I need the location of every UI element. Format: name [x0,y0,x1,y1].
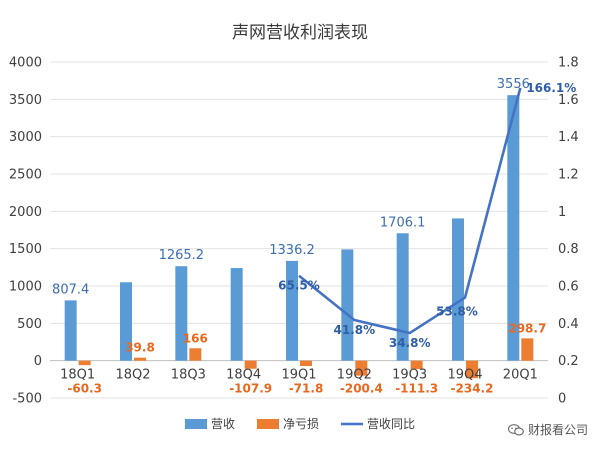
revenue-data-label: 1706.1 [380,215,426,230]
x-tick-label: 18Q4 [226,368,261,383]
y-tick-label-left: 1500 [9,242,42,257]
net-loss-bar [355,360,368,376]
yoy-data-label: 53.8% [436,305,478,319]
revenue-bar [286,260,298,361]
y-tick-label-right: 1.4 [558,130,579,145]
net-loss-bar [410,360,423,369]
net-loss-data-label: -107.9 [229,382,272,396]
x-axis: 18Q1 18Q2 18Q3 18Q4 19Q1 19Q2 19Q3 19Q4 20Q1 [60,368,538,383]
revenue-data-label: 3556 [497,77,530,92]
yoy-data-label: 166.1% [526,81,576,95]
x-tick-label: 18Q3 [171,368,206,383]
x-tick-label: 20Q1 [503,368,538,383]
right-y-axis: 0 0.2 0.4 0.6 0.8 1 1.2 1.4 1.6 1.8 [558,56,579,407]
legend-swatch [257,419,279,429]
revenue-bar [452,218,464,361]
net-loss-bar [189,348,202,361]
revenue-bar [175,266,188,361]
yoy-data-label: 34.8% [389,336,431,350]
left-y-axis: -500 0 500 1000 1500 2000 2500 3000 3500 4000 [9,56,42,407]
net-loss-data-label: 166 [183,331,208,345]
legend-label: 营收 [211,417,235,431]
net-loss-data-label: -60.3 [67,382,102,396]
legend-label: 净亏损 [283,417,319,431]
net-loss-bar [134,357,146,361]
watermark: 财报看公司 [507,421,588,438]
net-loss-bar [521,338,534,361]
net-loss-data-label: 39.8 [125,341,155,355]
x-tick-label: 19Q3 [392,368,427,383]
x-tick-label: 18Q1 [60,368,95,383]
y-tick-label-left: 2000 [9,205,42,220]
net-loss-bar [244,360,257,369]
data-labels: 807.4 1265.2 1336.2 1706.1 3556 -60.3 39.8 166 -… [52,77,576,396]
y-tick-label-left: 2500 [9,168,42,183]
net-loss-data-label: -111.3 [395,382,438,396]
wechat-icon [507,423,524,435]
y-tick-label-right: 0.8 [558,242,579,257]
y-tick-label-right: 0.4 [558,317,579,332]
y-tick-label-right: 1 [558,205,566,220]
y-tick-label-left: 500 [17,317,42,332]
y-tick-label-left: -500 [12,392,42,407]
y-tick-label-left: 1000 [9,280,42,295]
y-tick-label-left: 0 [34,354,42,369]
net-loss-data-label: -234.2 [451,382,494,396]
net-loss-data-label: 298.7 [508,321,546,335]
x-tick-label: 18Q2 [115,368,150,383]
yoy-line [298,87,522,335]
y-tick-label-right: 1.8 [558,56,579,71]
legend: 营收 净亏损 营收同比 [185,417,415,431]
revenue-bar [64,300,77,361]
y-tick-label-left: 3000 [9,130,42,145]
watermark-text: 财报看公司 [527,423,588,437]
revenue-bar [120,282,132,361]
net-loss-bar [300,360,312,367]
revenue-data-label: 807.4 [52,282,89,297]
yoy-data-label: 41.8% [334,323,376,337]
x-tick-label: 19Q2 [337,368,372,383]
net-loss-data-label: -200.4 [340,382,383,396]
legend-swatch [185,419,207,429]
bars [64,95,534,379]
yoy-line-path [298,87,522,335]
y-tick-label-left: 4000 [9,56,42,71]
net-loss-bar [78,360,91,366]
revenue-data-label: 1336.2 [269,243,315,258]
revenue-data-label: 1265.2 [159,248,205,263]
net-loss-data-label: -71.8 [289,382,324,396]
y-tick-label-right: 0.2 [558,354,579,369]
y-tick-label-right: 1.2 [558,168,579,183]
x-tick-label: 19Q4 [447,368,482,383]
yoy-data-label: 65.5% [278,279,320,293]
revenue-bar [341,249,354,361]
y-tick-label-right: 0 [558,392,566,407]
y-tick-label-right: 1.6 [558,93,579,108]
y-tick-label-right: 0.6 [558,280,579,295]
net-loss-bar [466,360,478,379]
legend-label: 营收同比 [367,417,415,431]
revenue-bar [507,95,520,361]
x-tick-label: 19Q1 [281,368,316,383]
y-tick-label-left: 3500 [9,93,42,108]
revenue-bar [230,268,243,361]
revenue-bar [396,233,409,361]
chart-title: 声网营收利润表现 [232,23,368,43]
grid-lines [50,61,548,399]
